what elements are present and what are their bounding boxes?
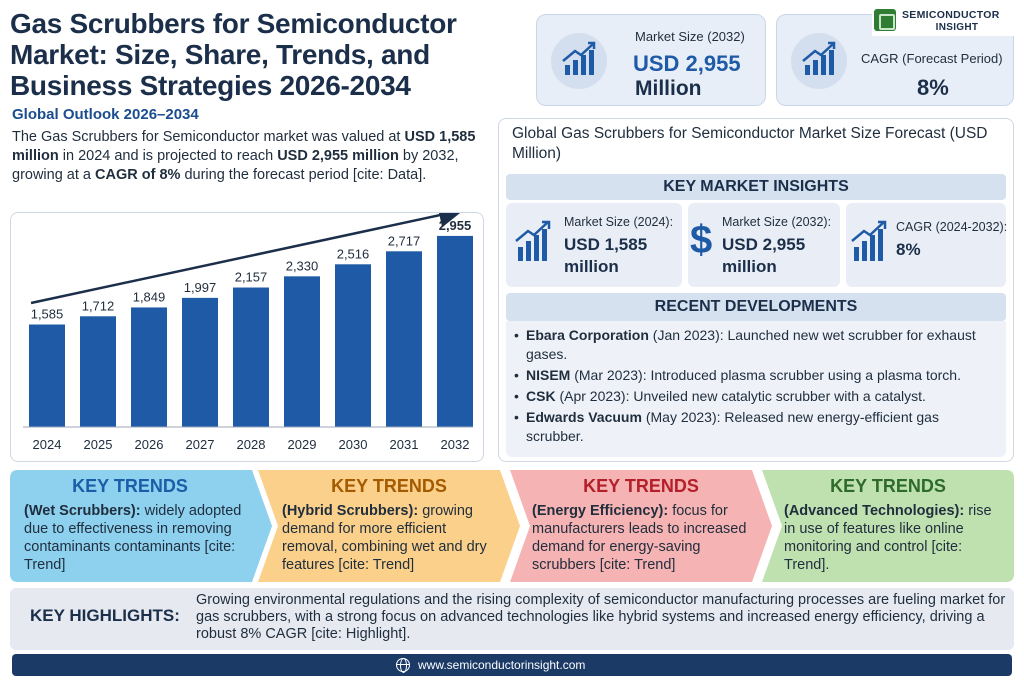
kpi-market-size-value: USD 2,955 [633, 51, 741, 76]
bar-value-label: 2,157 [235, 270, 268, 285]
list-item: Ebara Corporation (Jan 2023): Launched n… [512, 326, 1000, 364]
bar-2024 [29, 324, 65, 427]
logo-text-line2: INSIGHT [935, 22, 979, 33]
trend-body: (Hybrid Scrubbers): growing demand for m… [282, 503, 487, 573]
page-title: Gas Scrubbers for Semiconductor Market: … [10, 8, 457, 101]
trend-card-energy-efficiency: KEY TRENDS (Energy Efficiency): focus fo… [510, 470, 772, 582]
bar-value-label: 1,849 [133, 289, 166, 304]
x-tick-label: 2032 [441, 437, 470, 452]
highlights-label: KEY HIGHLIGHTS: [30, 606, 180, 625]
insight-card-cagr: CAGR (2024-2032): 8% [846, 203, 1008, 287]
kpi-market-size-card: Market Size (2032) USD 2,955 Million [536, 14, 766, 106]
bar-2026 [131, 307, 167, 427]
kpi-cagr-label: CAGR (Forecast Period) [861, 51, 1003, 66]
trend-body: (Wet Scrubbers): widely adopted due to e… [24, 503, 242, 573]
trend-arrow [30, 213, 464, 305]
insight-label: Market Size (2032): [722, 215, 832, 229]
trend-heading: KEY TRENDS [331, 476, 447, 496]
insight-label: CAGR (2024-2032): [896, 220, 1008, 234]
key-insights-heading: KEY MARKET INSIGHTS [506, 174, 1006, 200]
x-tick-label: 2027 [186, 437, 215, 452]
x-tick-label: 2026 [135, 437, 164, 452]
globe-icon [396, 658, 410, 673]
bar-value-label: 2,955 [439, 218, 472, 233]
bar-value-label: 1,585 [31, 307, 64, 322]
growth-chart-icon [514, 219, 556, 270]
bar-2031 [386, 251, 422, 427]
trend-card-wet-scrubbers: KEY TRENDS (Wet Scrubbers): widely adopt… [10, 470, 272, 582]
trend-body: (Energy Efficiency): focus for manufactu… [532, 503, 747, 573]
forecast-panel [498, 118, 1014, 462]
x-tick-label: 2029 [288, 437, 317, 452]
trend-body: (Advanced Technologies): rise in use of … [784, 503, 992, 573]
dollar-icon: $ [690, 218, 713, 262]
kpi-market-size-unit: Million [635, 77, 702, 100]
chip-icon [874, 9, 896, 31]
insight-card-market-2024: Market Size (2024): USD 1,585 million [506, 203, 682, 287]
list-item: NISEM (Mar 2023): Introduced plasma scru… [512, 366, 1000, 385]
insight-value: 8% [896, 240, 921, 259]
growth-chart-icon [791, 33, 847, 89]
kpi-cagr-value: 8% [917, 75, 949, 100]
trend-card-advanced-technologies: KEY TRENDS (Advanced Technologies): rise… [762, 470, 1014, 582]
recent-developments-heading: RECENT DEVELOPMENTS [506, 293, 1006, 321]
x-tick-label: 2030 [339, 437, 368, 452]
x-tick-label: 2031 [390, 437, 419, 452]
x-tick-label: 2028 [237, 437, 266, 452]
insight-value: USD 1,585 million [564, 235, 648, 276]
bar-value-label: 1,997 [184, 280, 217, 295]
bar-2032 [437, 235, 473, 427]
brand-logo: SEMICONDUCTOR INSIGHT [872, 6, 1020, 36]
logo-text-line1: SEMICONDUCTOR [902, 9, 1000, 21]
bar-value-label: 2,717 [388, 233, 421, 248]
bar-2028 [233, 287, 269, 427]
trend-heading: KEY TRENDS [830, 476, 946, 496]
page-subtitle: Global Outlook 2026–2034 [12, 106, 199, 123]
trend-heading: KEY TRENDS [72, 476, 188, 496]
bar-chart: 1,585 2024 1,712 2025 1,849 2026 1,997 2027 2,15… [10, 212, 484, 462]
key-highlights: KEY HIGHLIGHTS: Growing environmental re… [10, 588, 1014, 650]
bar-2029 [284, 276, 320, 427]
bar-2025 [80, 316, 116, 427]
insight-label: Market Size (2024): [564, 215, 674, 229]
footer-url[interactable]: www.semiconductorinsight.com [418, 658, 586, 672]
trend-heading: KEY TRENDS [583, 476, 699, 496]
list-item: CSK (Apr 2023): Unveiled new catalytic s… [512, 387, 1000, 406]
kpi-market-size-label: Market Size (2032) [635, 29, 745, 44]
insight-value: USD 2,955 million [722, 235, 806, 276]
bar-2030 [335, 264, 371, 427]
bar-value-label: 2,330 [286, 258, 319, 273]
list-item: Edwards Vacuum (May 2023): Released new … [512, 408, 1000, 446]
bar-value-label: 2,516 [337, 246, 370, 261]
x-tick-label: 2025 [84, 437, 113, 452]
highlights-text: Growing environmental regulations and th… [196, 592, 1006, 642]
bar-2027 [182, 297, 218, 427]
insight-card-market-2032: $ Market Size (2032): USD 2,955 million [688, 203, 840, 287]
x-tick-label: 2024 [33, 437, 62, 452]
trend-card-hybrid-scrubbers: KEY TRENDS (Hybrid Scrubbers): growing d… [258, 470, 520, 582]
forecast-title: Global Gas Scrubbers for Semiconductor M… [512, 125, 988, 162]
growth-chart-icon [551, 33, 607, 89]
bar-chart-svg: 1,585 2024 1,712 2025 1,849 2026 1,997 2027 2,15… [23, 213, 473, 452]
bar-value-label: 1,712 [82, 298, 115, 313]
footer-bar: www.semiconductorinsight.com [12, 654, 1012, 676]
recent-developments-list: Ebara Corporation (Jan 2023): Launched n… [512, 326, 1000, 448]
growth-chart-icon [850, 219, 892, 270]
intro-text: The Gas Scrubbers for Semiconductor mark… [12, 129, 476, 183]
